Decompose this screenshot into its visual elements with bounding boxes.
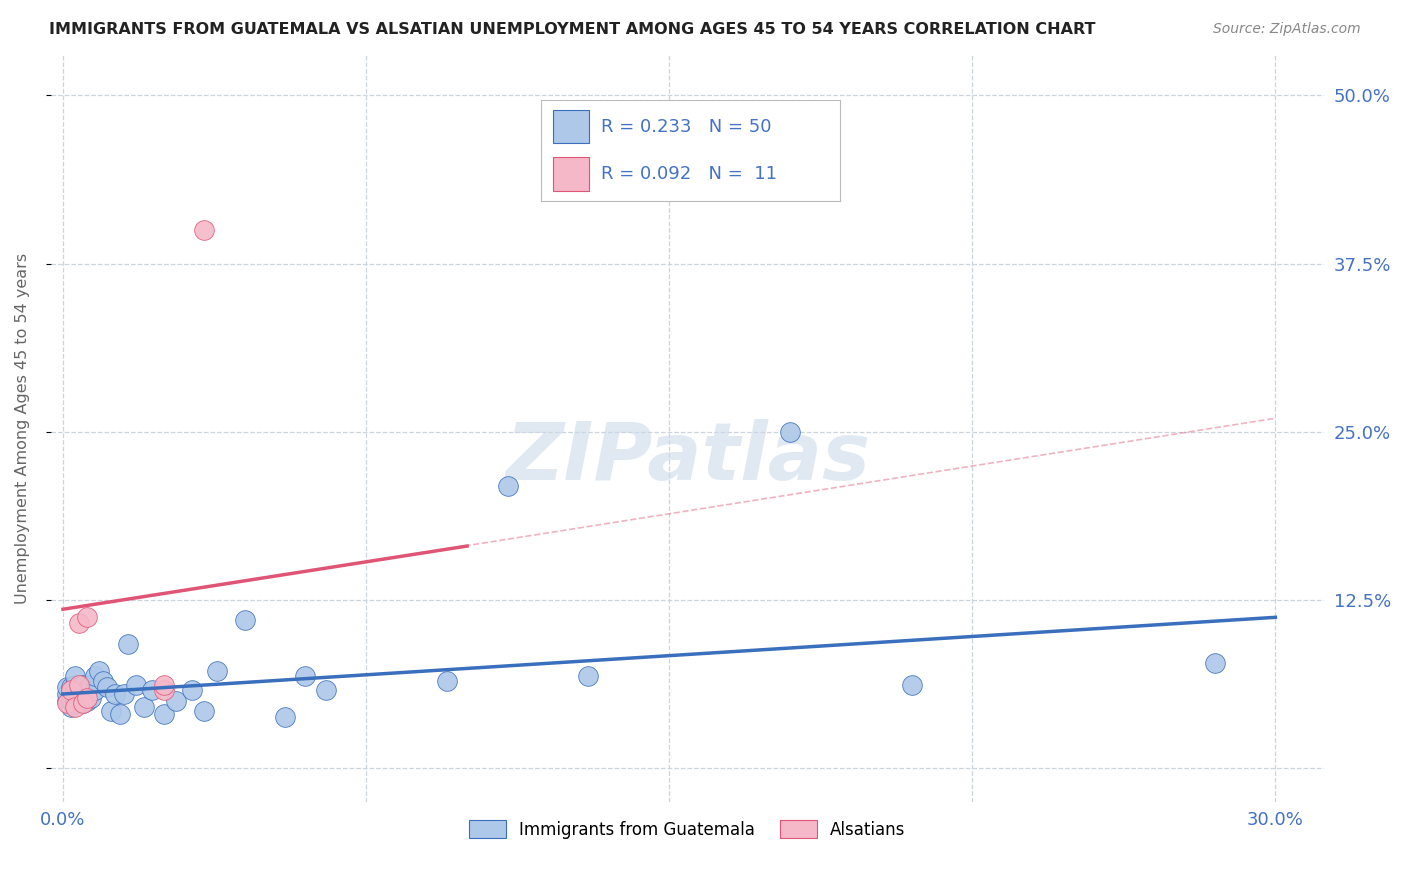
Point — [96, 680, 118, 694]
Point — [125, 677, 148, 691]
Point — [205, 664, 228, 678]
Point — [56, 680, 79, 694]
Point — [67, 694, 90, 708]
Point — [153, 707, 176, 722]
Point — [56, 694, 79, 708]
Point — [104, 687, 127, 701]
Point — [76, 682, 98, 697]
Point — [153, 682, 176, 697]
Point — [63, 700, 86, 714]
Point — [294, 669, 316, 683]
Text: IMMIGRANTS FROM GUATEMALA VS ALSATIAN UNEMPLOYMENT AMONG AGES 45 TO 54 YEARS COR: IMMIGRANTS FROM GUATEMALA VS ALSATIAN UN… — [49, 22, 1095, 37]
Point — [315, 682, 337, 697]
Point — [63, 691, 86, 706]
Point — [60, 700, 83, 714]
Point — [496, 478, 519, 492]
Point — [274, 710, 297, 724]
Point — [76, 610, 98, 624]
Text: ZIPatlas: ZIPatlas — [505, 419, 870, 497]
Point — [63, 677, 86, 691]
Point — [153, 677, 176, 691]
Point — [80, 691, 103, 706]
Point — [165, 694, 187, 708]
Text: Source: ZipAtlas.com: Source: ZipAtlas.com — [1213, 22, 1361, 37]
Point — [72, 687, 94, 701]
Point — [60, 694, 83, 708]
Point — [233, 613, 256, 627]
Point — [93, 673, 115, 688]
Point — [84, 682, 107, 697]
Point — [67, 615, 90, 630]
Point — [900, 677, 922, 691]
Point — [117, 637, 139, 651]
Point — [80, 677, 103, 691]
Point — [112, 687, 135, 701]
Point — [72, 677, 94, 691]
Point — [67, 680, 90, 694]
Point — [60, 680, 83, 694]
Legend: Immigrants from Guatemala, Alsatians: Immigrants from Guatemala, Alsatians — [463, 814, 912, 846]
Point — [779, 425, 801, 439]
Point — [72, 697, 94, 711]
Y-axis label: Unemployment Among Ages 45 to 54 years: Unemployment Among Ages 45 to 54 years — [15, 252, 30, 604]
Point — [193, 705, 215, 719]
Point — [63, 669, 86, 683]
Point — [576, 669, 599, 683]
Point — [72, 697, 94, 711]
Point — [108, 707, 131, 722]
Point — [56, 687, 79, 701]
Point — [63, 682, 86, 697]
Point — [76, 694, 98, 708]
Point — [67, 687, 90, 701]
Point — [60, 687, 83, 701]
Point — [67, 677, 90, 691]
Point — [1204, 656, 1226, 670]
Point — [141, 682, 163, 697]
Point — [100, 705, 122, 719]
Point — [436, 673, 458, 688]
Point — [84, 669, 107, 683]
Point — [132, 700, 155, 714]
Point — [181, 682, 204, 697]
Point — [56, 697, 79, 711]
Point — [60, 682, 83, 697]
Point — [63, 697, 86, 711]
Point — [193, 223, 215, 237]
Point — [89, 664, 111, 678]
Point — [76, 691, 98, 706]
